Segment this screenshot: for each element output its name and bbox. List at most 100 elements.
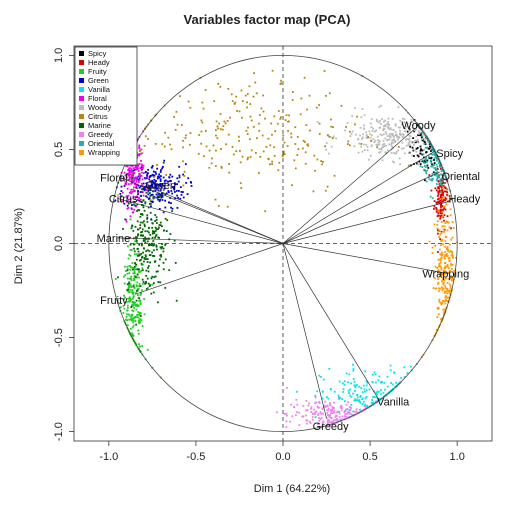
data-point bbox=[448, 259, 451, 262]
data-point bbox=[344, 413, 347, 416]
data-point bbox=[333, 411, 336, 414]
data-point bbox=[352, 369, 355, 372]
data-point bbox=[143, 313, 146, 316]
data-point bbox=[125, 200, 128, 203]
data-point bbox=[349, 408, 352, 411]
data-point bbox=[152, 190, 155, 193]
data-point bbox=[442, 178, 445, 181]
data-point bbox=[441, 238, 444, 241]
data-point bbox=[262, 110, 265, 113]
data-point bbox=[201, 101, 204, 104]
data-point bbox=[129, 198, 132, 201]
data-point bbox=[353, 107, 356, 110]
data-point bbox=[124, 174, 127, 177]
data-point bbox=[321, 408, 324, 410]
data-point bbox=[437, 269, 440, 272]
data-point bbox=[128, 300, 131, 303]
data-point bbox=[438, 187, 441, 190]
data-point bbox=[134, 316, 136, 318]
data-point bbox=[423, 159, 426, 162]
data-point bbox=[450, 276, 453, 279]
data-point bbox=[378, 143, 381, 146]
data-point bbox=[152, 240, 155, 242]
data-point bbox=[138, 320, 141, 323]
data-point bbox=[267, 158, 270, 161]
data-point bbox=[441, 210, 444, 213]
data-point bbox=[447, 257, 450, 260]
data-point bbox=[418, 131, 421, 134]
data-point bbox=[140, 171, 143, 174]
data-point bbox=[325, 148, 328, 151]
data-point bbox=[372, 401, 375, 404]
data-point bbox=[379, 133, 382, 136]
data-point bbox=[442, 269, 445, 272]
data-point bbox=[443, 182, 446, 184]
data-point bbox=[440, 210, 443, 212]
data-point bbox=[305, 124, 308, 127]
data-point bbox=[324, 406, 327, 408]
data-point bbox=[162, 229, 165, 232]
data-point bbox=[406, 137, 409, 140]
data-point bbox=[311, 416, 314, 419]
data-point bbox=[439, 166, 442, 168]
data-point bbox=[294, 167, 297, 170]
data-point bbox=[154, 260, 157, 263]
data-point bbox=[441, 278, 444, 281]
data-point bbox=[162, 211, 165, 214]
data-point bbox=[451, 263, 454, 266]
data-point bbox=[448, 257, 451, 259]
data-point bbox=[432, 287, 435, 289]
data-point bbox=[441, 225, 444, 228]
data-point bbox=[129, 190, 132, 193]
data-point bbox=[151, 200, 154, 203]
data-point bbox=[250, 119, 253, 122]
data-point bbox=[146, 218, 149, 220]
data-point bbox=[326, 422, 329, 425]
data-point bbox=[123, 294, 125, 297]
data-point bbox=[333, 390, 336, 393]
data-point bbox=[126, 289, 129, 292]
data-point bbox=[140, 292, 142, 295]
data-point bbox=[146, 172, 149, 175]
data-point bbox=[435, 178, 438, 181]
data-point bbox=[255, 92, 258, 95]
data-point bbox=[235, 95, 238, 98]
data-point bbox=[367, 137, 370, 139]
data-point bbox=[371, 130, 374, 132]
data-point bbox=[264, 210, 267, 213]
data-point bbox=[446, 246, 449, 248]
var-label-floral: Floral bbox=[100, 173, 128, 185]
data-point bbox=[132, 188, 135, 191]
data-point bbox=[444, 265, 447, 268]
data-point bbox=[148, 250, 151, 253]
data-point bbox=[135, 240, 138, 242]
data-point bbox=[365, 380, 368, 383]
legend-entry: Citrus bbox=[88, 112, 108, 121]
data-point bbox=[138, 297, 141, 300]
data-point bbox=[419, 152, 422, 155]
data-point bbox=[430, 179, 433, 182]
data-point bbox=[139, 149, 142, 152]
data-point bbox=[133, 201, 136, 203]
data-point bbox=[200, 119, 203, 122]
data-point bbox=[411, 120, 414, 123]
data-point bbox=[144, 176, 147, 179]
data-point bbox=[353, 399, 356, 402]
data-point bbox=[221, 128, 224, 131]
data-point bbox=[379, 140, 381, 143]
data-point bbox=[156, 177, 159, 180]
data-point bbox=[422, 159, 425, 162]
data-point bbox=[413, 149, 416, 152]
data-point bbox=[450, 264, 453, 267]
data-point bbox=[434, 187, 437, 190]
data-point bbox=[321, 390, 324, 393]
data-point bbox=[450, 267, 453, 270]
data-point bbox=[141, 230, 143, 233]
data-point bbox=[144, 202, 147, 205]
data-point bbox=[147, 270, 150, 273]
data-point bbox=[141, 345, 144, 347]
data-point bbox=[164, 206, 167, 209]
data-point bbox=[219, 85, 222, 88]
data-point bbox=[355, 133, 357, 136]
data-point bbox=[358, 400, 361, 403]
